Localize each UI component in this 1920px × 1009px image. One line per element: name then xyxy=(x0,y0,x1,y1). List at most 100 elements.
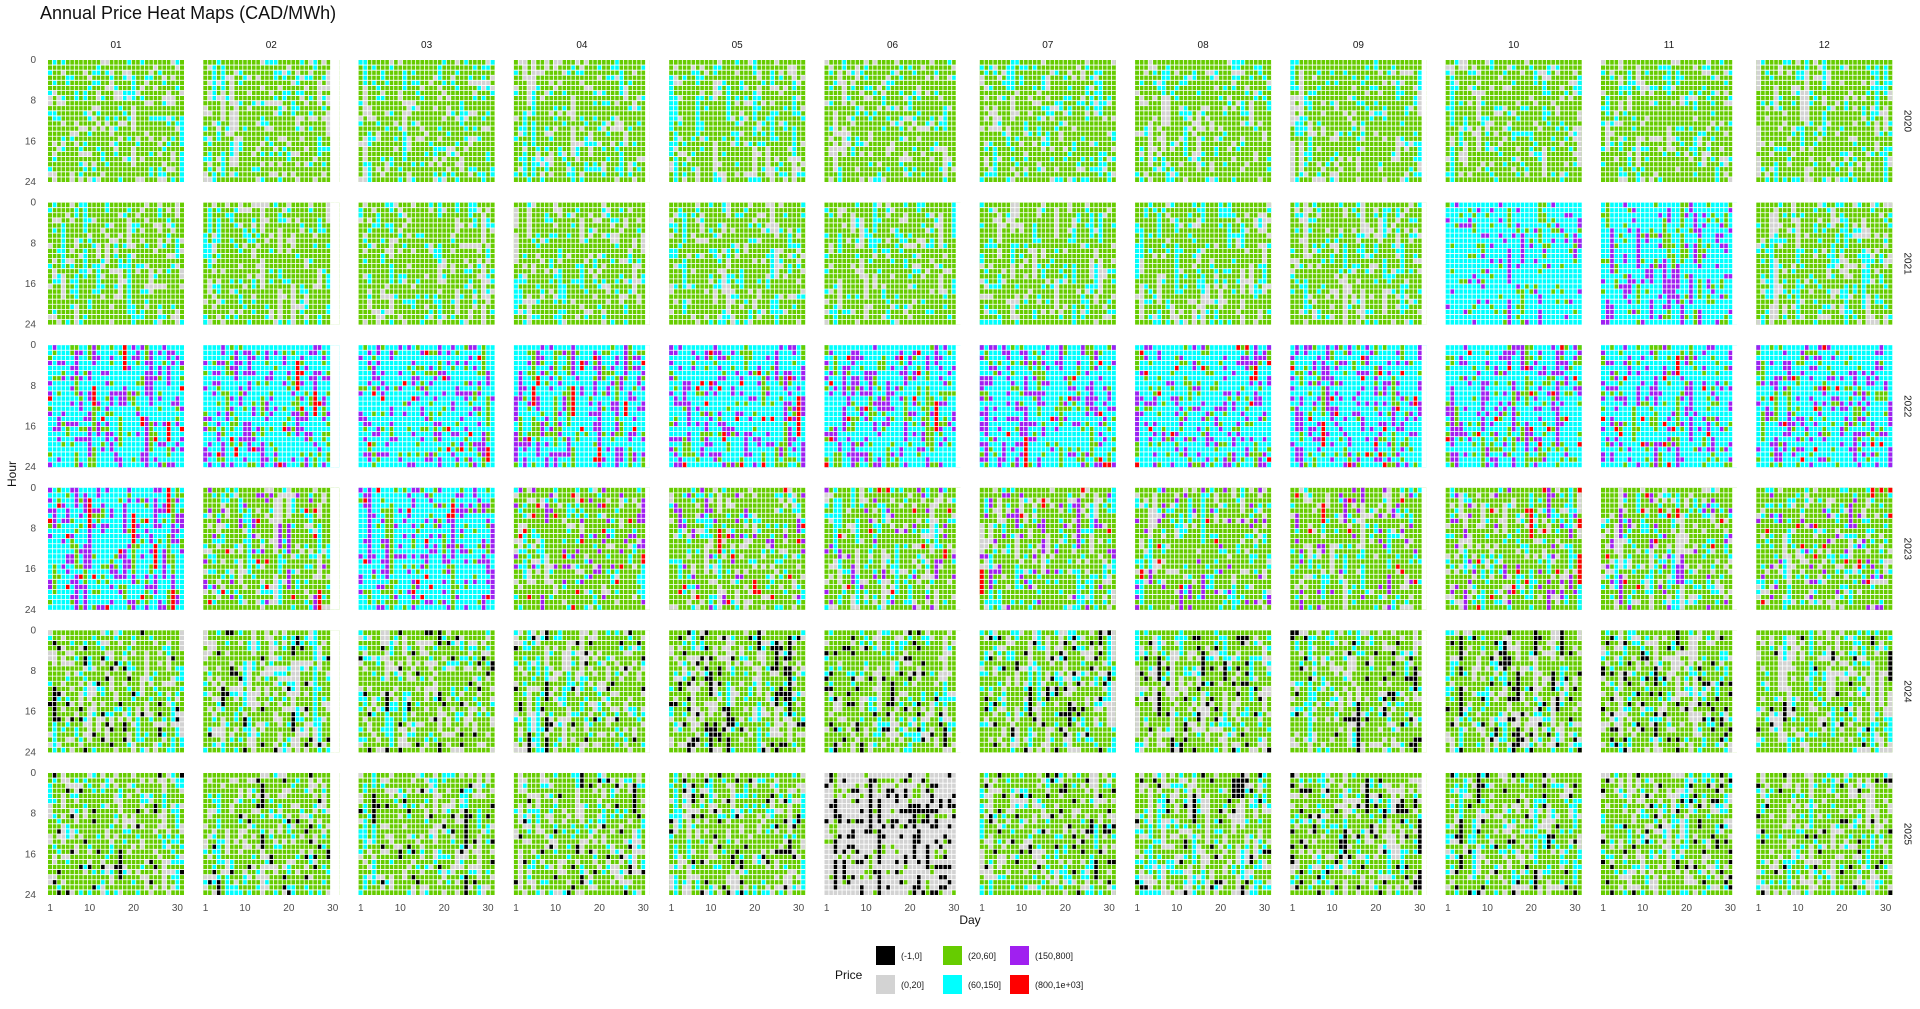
heat-cell xyxy=(925,269,929,274)
heat-cell xyxy=(696,96,700,101)
heat-cell xyxy=(1676,126,1680,131)
heat-cell xyxy=(691,284,695,289)
heat-cell xyxy=(1610,75,1614,80)
heat-cell xyxy=(451,314,455,319)
heat-cell xyxy=(1702,65,1706,70)
heat-cell xyxy=(753,304,757,309)
heat-cell xyxy=(615,167,619,172)
heat-cell xyxy=(260,279,264,284)
heat-cell xyxy=(753,91,757,96)
heat-cell xyxy=(1844,96,1848,101)
heat-cell xyxy=(464,320,468,325)
heat-cell xyxy=(783,274,787,279)
heat-cell xyxy=(317,274,321,279)
heat-cell xyxy=(980,80,984,85)
heat-cell xyxy=(619,259,623,264)
heat-cell xyxy=(175,320,179,325)
heat-cell xyxy=(1037,126,1041,131)
heat-cell xyxy=(1826,106,1830,111)
heat-cell xyxy=(575,314,579,319)
heat-cell xyxy=(269,101,273,106)
heat-cell xyxy=(903,172,907,177)
heat-cell xyxy=(1601,60,1605,65)
heat-cell xyxy=(696,172,700,177)
heat-cell xyxy=(1538,126,1542,131)
heat-cell xyxy=(1463,126,1467,131)
heat-cell xyxy=(1347,157,1351,162)
heat-cell xyxy=(1667,126,1671,131)
heat-cell xyxy=(402,121,406,126)
heat-cell xyxy=(158,167,162,172)
heat-cell xyxy=(886,75,890,80)
heat-cell xyxy=(1693,152,1697,157)
heat-cell xyxy=(527,299,531,304)
heat-cell xyxy=(1450,65,1454,70)
heat-cell xyxy=(398,314,402,319)
heat-cell xyxy=(175,213,179,218)
heat-cell xyxy=(1605,111,1609,116)
heat-cell xyxy=(1011,111,1015,116)
heat-cell xyxy=(540,172,544,177)
heat-cell xyxy=(1463,60,1467,65)
heat-cell xyxy=(1317,146,1321,151)
heat-cell xyxy=(774,314,778,319)
heat-cell xyxy=(363,152,367,157)
heat-cell xyxy=(238,208,242,213)
heat-cell xyxy=(52,91,56,96)
heat-cell xyxy=(234,126,238,131)
heat-cell xyxy=(1875,131,1879,136)
heat-cell xyxy=(1667,80,1671,85)
heat-cell xyxy=(783,172,787,177)
heat-cell xyxy=(886,238,890,243)
heat-cell xyxy=(868,152,872,157)
heat-cell xyxy=(1197,141,1201,146)
heat-cell xyxy=(1862,116,1866,121)
heat-cell xyxy=(1450,96,1454,101)
heat-cell xyxy=(1667,75,1671,80)
heat-cell xyxy=(1640,136,1644,141)
heat-cell xyxy=(783,106,787,111)
heat-cell xyxy=(317,146,321,151)
heat-cell xyxy=(149,279,153,284)
heat-cell xyxy=(877,162,881,167)
heat-cell xyxy=(674,96,678,101)
heat-cell xyxy=(92,80,96,85)
heat-cell xyxy=(1715,167,1719,172)
heat-cell xyxy=(903,309,907,314)
heat-cell xyxy=(997,157,1001,162)
heat-cell xyxy=(127,228,131,233)
heat-cell xyxy=(1011,96,1015,101)
heat-cell xyxy=(1103,167,1107,172)
heat-cell xyxy=(713,299,717,304)
heat-cell xyxy=(641,233,645,238)
heat-cell xyxy=(792,106,796,111)
heat-cell xyxy=(1671,136,1675,141)
heat-cell xyxy=(105,85,109,90)
heat-cell xyxy=(1879,131,1883,136)
heat-cell xyxy=(1711,136,1715,141)
heat-cell xyxy=(1076,101,1080,106)
heat-cell xyxy=(74,121,78,126)
heat-cell xyxy=(1240,60,1244,65)
heat-cell xyxy=(1188,116,1192,121)
heat-cell xyxy=(1450,152,1454,157)
heat-cell xyxy=(282,294,286,299)
heat-cell xyxy=(860,274,864,279)
heat-cell xyxy=(359,141,363,146)
heat-cell xyxy=(864,314,868,319)
heat-cell xyxy=(101,274,105,279)
heat-cell xyxy=(1533,101,1537,106)
heat-cell xyxy=(842,309,846,314)
chart-title: Annual Price Heat Maps (CAD/MWh) xyxy=(40,3,336,23)
heat-cell xyxy=(1299,106,1303,111)
heat-cell xyxy=(394,136,398,141)
heat-cell xyxy=(295,126,299,131)
heat-cell xyxy=(709,228,713,233)
heat-cell xyxy=(792,101,796,106)
heat-cell xyxy=(1601,106,1605,111)
heat-cell xyxy=(291,304,295,309)
heat-cell xyxy=(1870,152,1874,157)
heat-cell xyxy=(83,223,87,228)
heat-cell xyxy=(1223,131,1227,136)
heat-cell xyxy=(162,80,166,85)
